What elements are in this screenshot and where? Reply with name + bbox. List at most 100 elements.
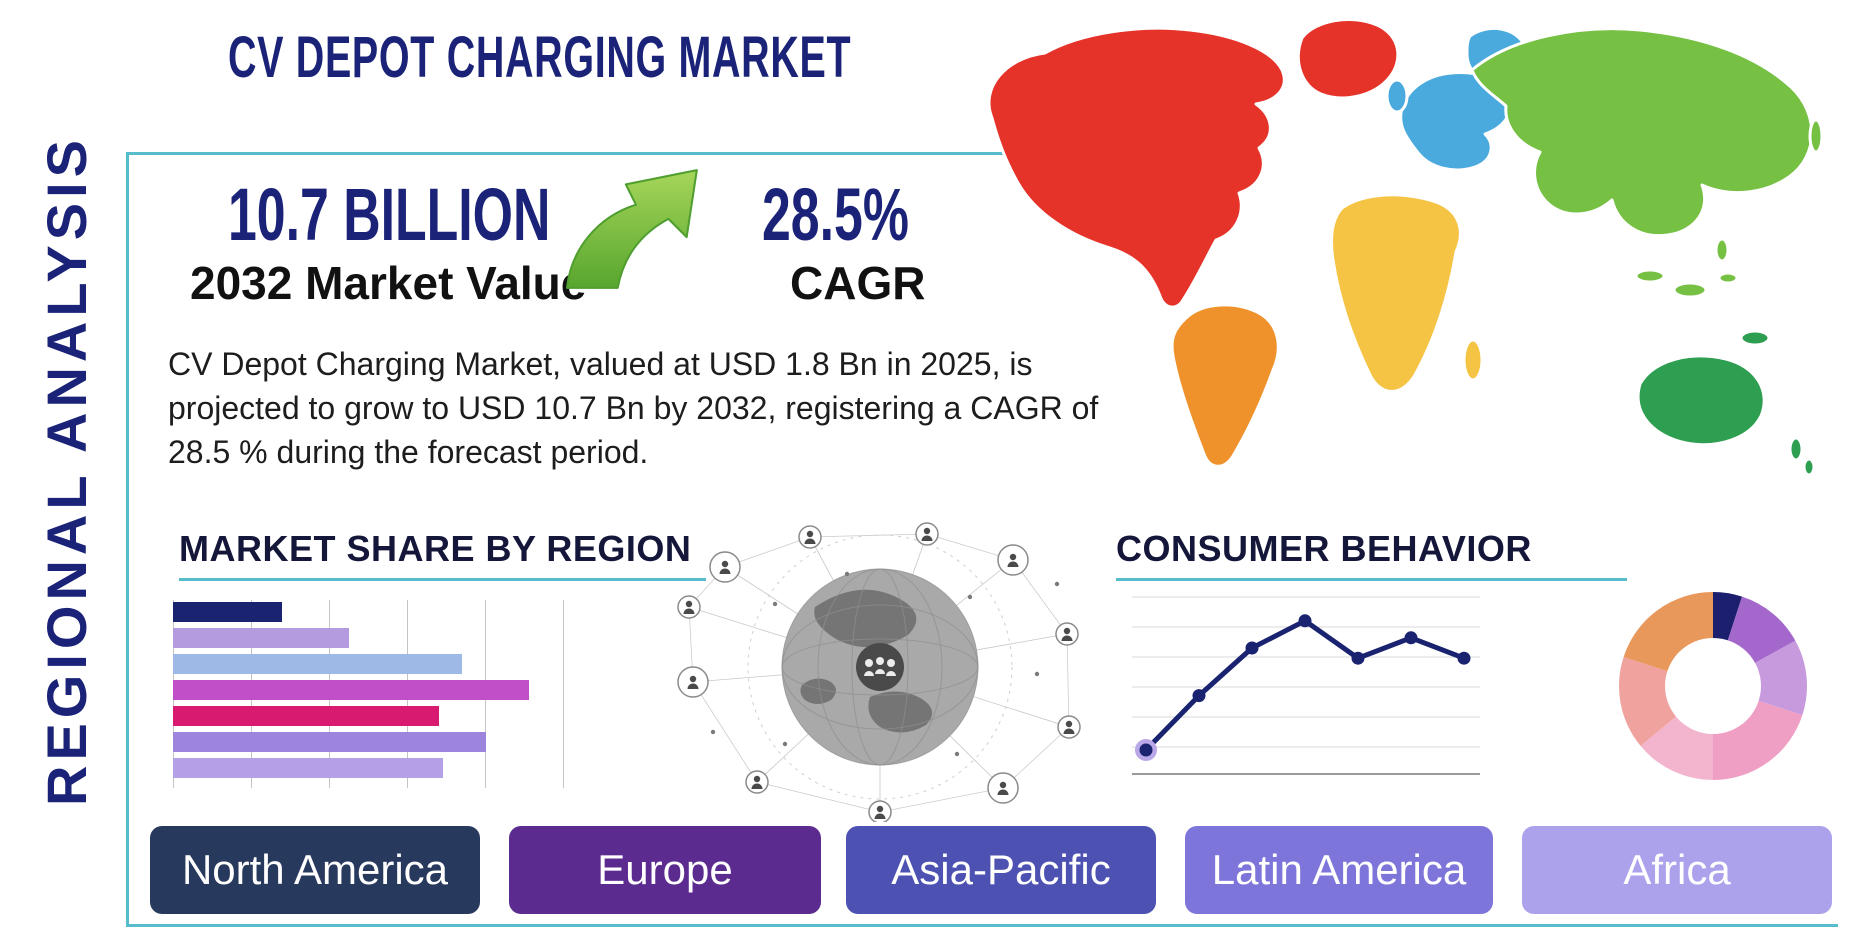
regional-share-donut-chart: [1618, 592, 1807, 780]
cagr-label: CAGR: [790, 257, 926, 309]
data-point-3: [1245, 641, 1259, 655]
market-value-label: 2032 Market Value: [190, 257, 587, 309]
data-point-7: [1457, 651, 1471, 665]
person-icon: [876, 657, 884, 665]
map-new-zealand-south: [1802, 457, 1816, 477]
network-dot: [710, 729, 716, 735]
person-icon: [886, 671, 896, 676]
person-icon: [683, 608, 695, 614]
person-icon: [687, 683, 699, 689]
region-button-label: Asia-Pacific: [891, 846, 1111, 893]
continents-group: [987, 18, 1824, 477]
region-button-africa[interactable]: Africa: [1522, 826, 1832, 914]
market-description: CV Depot Charging Market, valued at USD …: [168, 346, 1099, 471]
data-point-5: [1351, 651, 1365, 665]
side-label: REGIONAL ANALYSIS: [35, 134, 98, 806]
map-japan: [1808, 118, 1824, 154]
map-new-zealand-north: [1788, 436, 1804, 462]
frame-border-left: [126, 152, 129, 927]
globe-gridline: [851, 568, 909, 766]
region-button-label: Latin America: [1211, 846, 1467, 893]
network-dot: [844, 571, 850, 577]
map-europe: [1399, 70, 1512, 172]
data-point-1: [1139, 743, 1153, 757]
market-value-stat: 10.7 BILLION: [228, 173, 551, 256]
network-ring: [747, 534, 1013, 800]
frame-border-top: [126, 152, 1152, 155]
bar-region-4: [173, 680, 529, 700]
bar-region-5: [173, 706, 439, 726]
person-icon: [685, 600, 693, 608]
map-new-guinea: [1739, 329, 1771, 347]
map-island-sumatra: [1634, 268, 1666, 284]
person-icon: [689, 675, 697, 683]
map-north-america: [987, 26, 1286, 309]
person-icon: [997, 789, 1009, 795]
region-button-asia-pacific[interactable]: Asia-Pacific: [846, 826, 1156, 914]
globe-gridline: [781, 638, 979, 696]
person-icon: [874, 813, 886, 819]
person-icon: [806, 530, 814, 538]
person-icon: [999, 781, 1007, 789]
page-title: CV DEPOT CHARGING MARKET: [228, 25, 852, 90]
person-icon: [864, 671, 874, 676]
network-link: [1066, 633, 1070, 728]
market-share-bar-chart: [173, 600, 564, 788]
region-button-label: Europe: [597, 846, 733, 893]
person-icon: [721, 560, 729, 568]
map-greenland: [1296, 18, 1400, 100]
person-icon: [1009, 553, 1017, 561]
globe-continent: [868, 691, 933, 733]
map-island-borneo: [1672, 281, 1708, 299]
person-icon: [1063, 627, 1071, 635]
map-africa: [1330, 193, 1462, 393]
global-network-illustration: [677, 522, 1081, 822]
person-icon: [923, 527, 931, 535]
person-icon: [719, 568, 731, 574]
region-button-label: Africa: [1623, 846, 1731, 893]
network-dot: [967, 594, 973, 600]
map-asia: [1470, 27, 1814, 238]
data-point-4: [1298, 614, 1312, 628]
bar-region-3: [173, 654, 463, 674]
network-link: [692, 681, 758, 783]
center-people-badge: [856, 643, 904, 691]
person-icon: [876, 805, 884, 813]
person-icon: [875, 669, 885, 674]
market-share-rule: [179, 578, 706, 581]
network-link: [879, 787, 1004, 813]
globe-continent: [800, 678, 836, 704]
region-button-europe[interactable]: Europe: [509, 826, 821, 914]
bar-region-1: [173, 602, 283, 622]
consumer-behavior-line-chart: [1132, 596, 1480, 775]
person-icon: [1061, 635, 1073, 641]
globe-continent: [814, 589, 917, 648]
data-point-2: [1192, 689, 1206, 703]
network-dot: [1054, 581, 1060, 587]
growth-arrow-icon: [565, 169, 698, 289]
person-icon: [887, 659, 895, 667]
person-icon: [753, 775, 761, 783]
bar-region-2: [173, 628, 349, 648]
person-icon: [1063, 728, 1075, 734]
person-icon: [1007, 561, 1019, 567]
region-button-north-america[interactable]: North America: [150, 826, 480, 914]
person-icon: [804, 538, 816, 544]
map-philippines: [1714, 237, 1730, 263]
bar-region-7: [173, 758, 443, 778]
network-dot: [1034, 671, 1040, 677]
frame-border-bottom: [126, 924, 1838, 927]
bar-region-6: [173, 732, 486, 752]
region-button-label: North America: [181, 846, 449, 893]
map-uk: [1385, 78, 1409, 114]
data-point-6: [1404, 631, 1418, 645]
cagr-stat: 28.5%: [762, 173, 909, 256]
network-link: [756, 781, 881, 813]
consumer-behavior-header: CONSUMER BEHAVIOR: [1116, 528, 1532, 569]
region-button-latin-america[interactable]: Latin America: [1185, 826, 1493, 914]
map-island-sulawesi: [1717, 271, 1739, 285]
market-share-header: MARKET SHARE BY REGION: [179, 528, 692, 569]
network-dot: [954, 751, 960, 757]
network-dot: [782, 741, 788, 747]
